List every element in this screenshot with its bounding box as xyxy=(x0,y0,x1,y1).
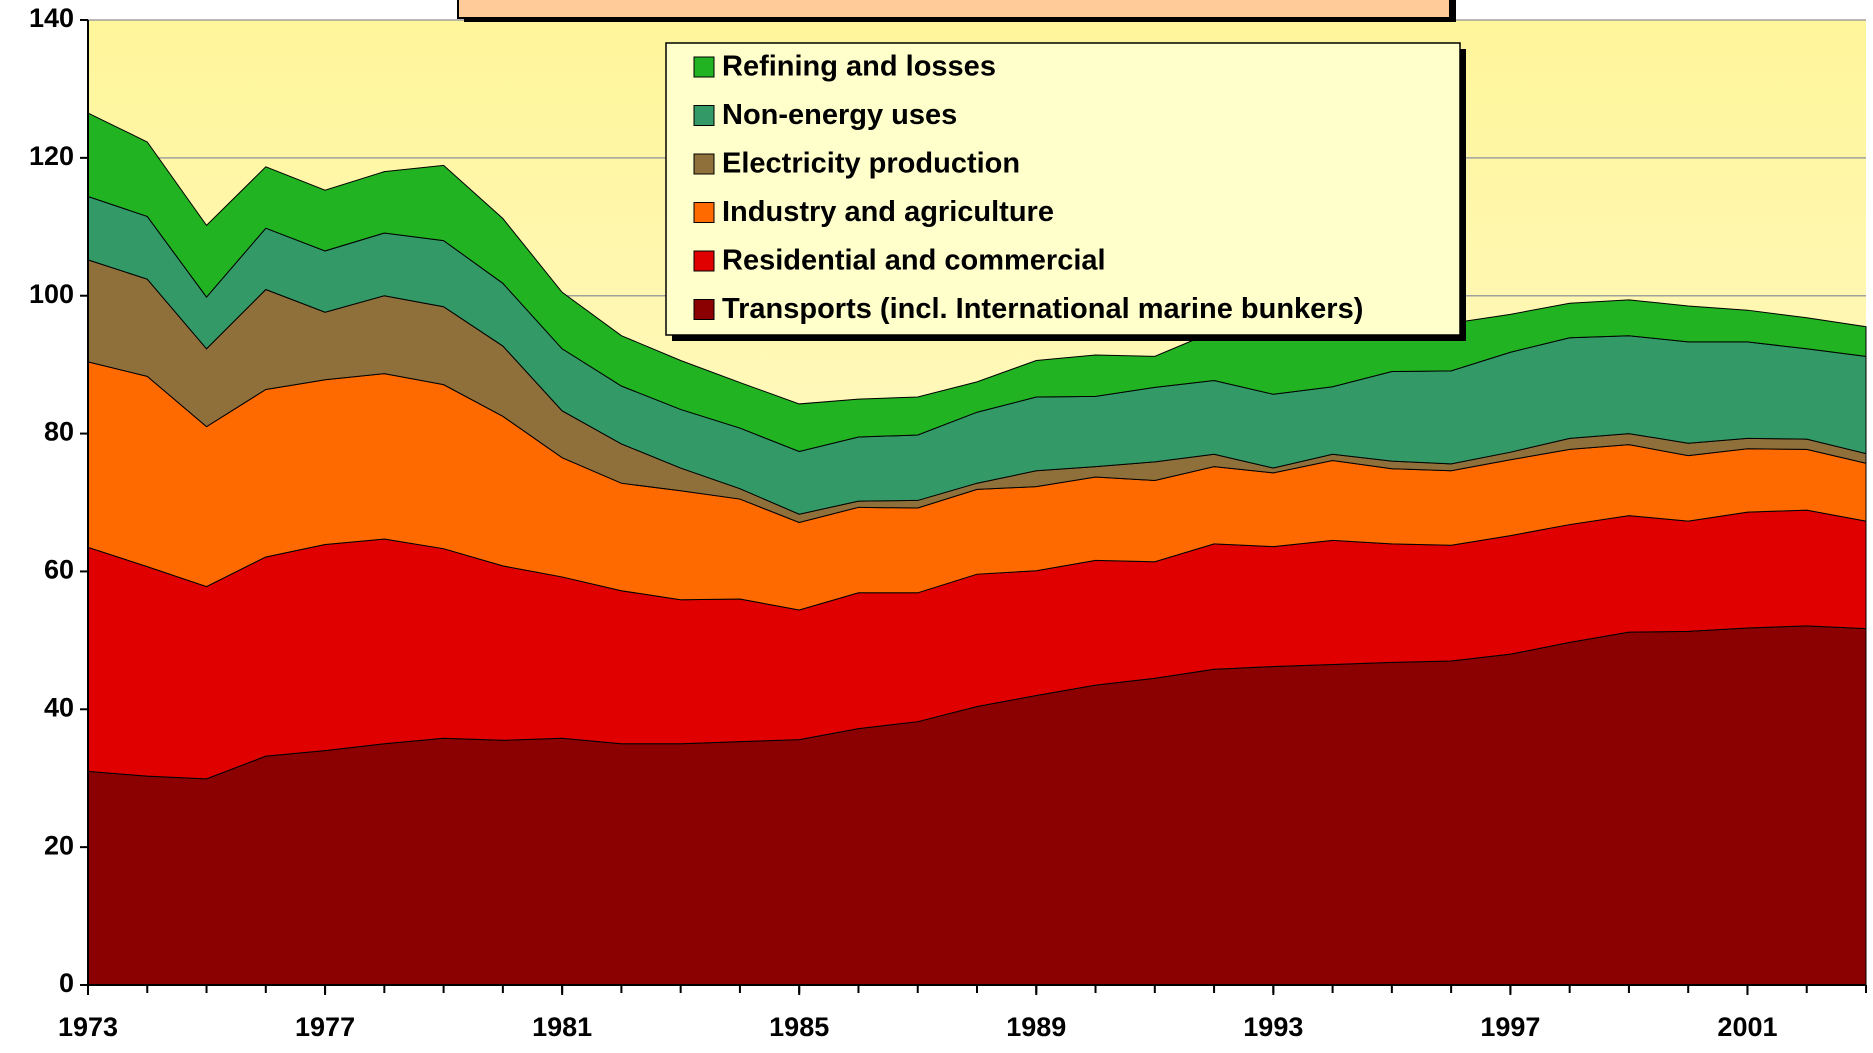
legend-swatch xyxy=(693,250,715,272)
legend-swatch xyxy=(693,202,715,223)
legend-swatch xyxy=(693,153,715,175)
x-tick-label: 1977 xyxy=(295,1012,355,1042)
title-box xyxy=(457,0,1451,19)
y-tick-label: 20 xyxy=(44,830,74,860)
y-tick-label: 60 xyxy=(44,555,74,585)
legend-label: Residential and commercial xyxy=(722,245,1106,277)
legend xyxy=(665,42,1461,336)
legend-label: Electricity production xyxy=(722,148,1020,180)
x-tick-label: 1985 xyxy=(769,1012,829,1042)
legend-label: Transports (incl. International marine b… xyxy=(722,293,1363,325)
x-tick-label: 2001 xyxy=(1717,1012,1777,1042)
y-tick-label: 140 xyxy=(29,3,74,33)
legend-swatch xyxy=(693,105,715,126)
y-tick-label: 120 xyxy=(29,141,74,171)
x-tick-label: 1973 xyxy=(58,1012,118,1042)
legend-label: Industry and agriculture xyxy=(722,196,1054,228)
legend-label: Non-energy uses xyxy=(722,99,957,131)
legend-swatch xyxy=(693,299,715,320)
y-tick-label: 80 xyxy=(44,417,74,447)
x-tick-label: 1989 xyxy=(1006,1012,1066,1042)
y-tick-label: 0 xyxy=(59,968,74,998)
x-tick-label: 1981 xyxy=(532,1012,592,1042)
legend-label: Refining and losses xyxy=(722,51,996,83)
area xyxy=(87,112,1867,453)
y-tick-label: 100 xyxy=(29,279,74,309)
legend-swatch xyxy=(693,56,715,78)
x-tick-label: 1993 xyxy=(1243,1012,1303,1042)
y-tick-label: 40 xyxy=(44,692,74,722)
x-tick-label: 1997 xyxy=(1480,1012,1540,1042)
